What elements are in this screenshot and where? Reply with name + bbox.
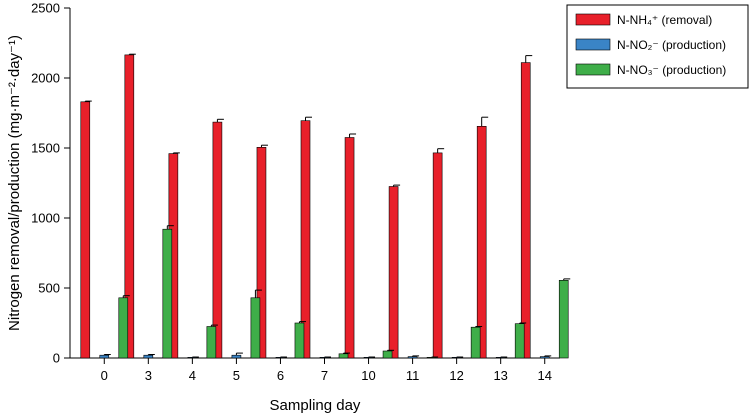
bar-nh4-removal (212, 121, 223, 359)
bar-no3-production (382, 350, 393, 359)
error-bars (84, 53, 571, 358)
x-ticks: 0 3 4 5 6 7 10 11 12 13 14 (101, 358, 552, 383)
y-tick-label: 500 (38, 281, 60, 296)
bar-no3-production (558, 279, 569, 359)
y-tick-label: 2500 (31, 1, 60, 16)
bar-no3-production (470, 326, 481, 359)
y-ticks: 0 500 1000 1500 2000 2500 (31, 1, 70, 366)
bar-no3-production (118, 297, 129, 359)
bar-no3-production (206, 326, 217, 359)
x-tick-label: 7 (321, 368, 328, 383)
bar-no3-production (294, 322, 305, 359)
y-tick-label: 2000 (31, 71, 60, 86)
x-tick-label: 0 (101, 368, 108, 383)
x-tick-label: 10 (361, 368, 375, 383)
legend-label-no2-production: N-NO₂⁻ (production) (617, 38, 726, 52)
x-tick-label: 11 (406, 368, 420, 383)
bar-no2-production (143, 354, 154, 359)
bar-no3-production (250, 297, 261, 359)
y-axis-title: Nitrogen removal/production (mg·m⁻²·day⁻… (6, 35, 23, 331)
legend-swatch-no2-production (575, 38, 611, 51)
legend-label-no3-production: N-NO₃⁻ (production) (617, 63, 726, 77)
legend-label-nh4-removal: N-NH₄⁺ (removal) (617, 13, 712, 27)
y-tick-label: 0 (53, 351, 60, 366)
bar-nh4-removal (80, 101, 91, 359)
y-tick-label: 1500 (31, 141, 60, 156)
y-tick-label: 1000 (31, 211, 60, 226)
bar-no2-production (539, 356, 550, 359)
bar-nh4-removal (300, 120, 311, 359)
bar-nh4-removal (476, 126, 487, 359)
bar-nh4-removal (520, 62, 531, 359)
bar-nh4-removal (344, 137, 355, 359)
x-tick-label: 6 (277, 368, 284, 383)
x-tick-label: 14 (537, 368, 551, 383)
legend-swatch-nh4-removal (575, 13, 611, 26)
x-axis-title: Sampling day (270, 397, 361, 414)
bars (80, 54, 569, 359)
bar-nh4-removal (388, 186, 399, 359)
x-tick-label: 13 (493, 368, 507, 383)
x-tick-label: 4 (189, 368, 196, 383)
bar-no3-production (338, 353, 349, 359)
bar-no2-production (407, 356, 418, 359)
bar-no3-production (514, 323, 525, 359)
x-tick-label: 3 (145, 368, 152, 383)
x-tick-label: 5 (233, 368, 240, 383)
plot-frame (69, 8, 560, 359)
bar-nh4-removal (432, 152, 443, 359)
bar-no2-production (231, 354, 242, 359)
legend-swatch-no3-production (575, 63, 611, 76)
legend: N-NH₄⁺ (removal) N-NO₂⁻ (production) N-NO₃… (566, 4, 749, 89)
x-tick-label: 12 (449, 368, 463, 383)
bar-no2-production (99, 354, 110, 359)
bar-no3-production (162, 228, 173, 359)
